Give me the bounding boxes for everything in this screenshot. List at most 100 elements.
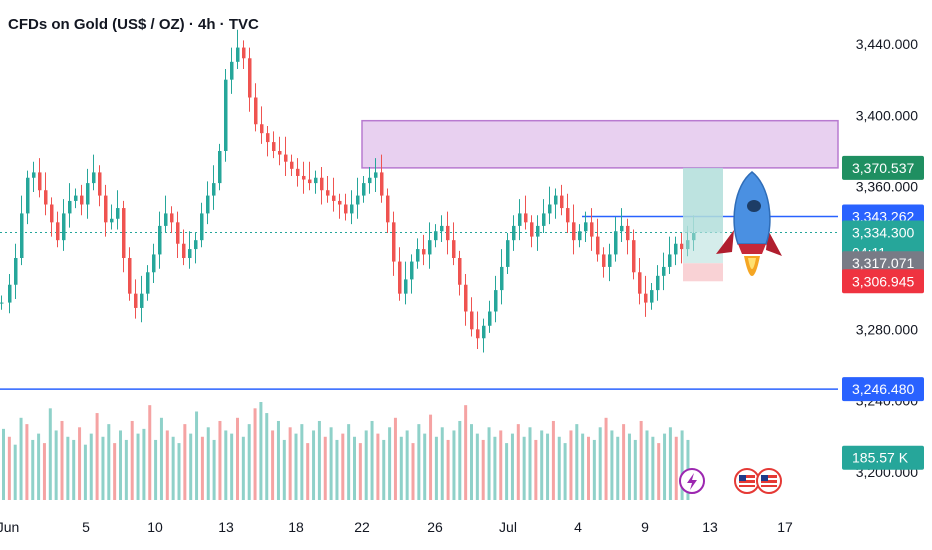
volume-bar: [639, 420, 643, 500]
volume-bar: [312, 430, 316, 500]
candle-body: [566, 208, 570, 223]
candle-body: [482, 325, 486, 339]
candle-body: [290, 161, 294, 169]
candle-body: [110, 218, 114, 223]
candle-body: [14, 258, 18, 285]
volume-bar: [680, 430, 684, 500]
candle-body: [656, 275, 660, 291]
candle-body: [476, 329, 480, 339]
volume-bar: [236, 417, 239, 500]
volume-bar: [224, 430, 228, 500]
candle-body: [518, 213, 522, 226]
volume-bar: [411, 443, 415, 500]
candle-body: [338, 200, 342, 205]
resistance-zone: [361, 119, 839, 169]
candle-body: [668, 254, 672, 267]
candle-body: [170, 213, 174, 223]
candle-body: [524, 213, 528, 223]
volume-bar: [148, 405, 152, 500]
price-tag-label: 3,306.945: [852, 273, 914, 289]
candle-body: [236, 47, 240, 62]
candle-body: [590, 222, 594, 237]
volume-bar: [405, 430, 409, 500]
us-flag-icon[interactable]: [756, 468, 782, 494]
candle-body: [272, 142, 276, 151]
volume-bar: [446, 439, 450, 500]
candle-body: [284, 154, 288, 162]
candle-body: [452, 240, 456, 258]
volume-bar: [159, 417, 163, 500]
candle-body: [278, 151, 282, 155]
price-tag-label: 3,317.071: [852, 255, 914, 271]
candle-body: [116, 208, 120, 219]
volume-bar: [335, 439, 339, 500]
candle-body: [458, 258, 462, 285]
candle-body: [308, 179, 312, 184]
candle-body: [428, 240, 432, 255]
volume-bar: [78, 427, 82, 500]
lightning-icon[interactable]: [679, 468, 705, 494]
y-tick-label: 3,360.000: [856, 179, 918, 195]
candle-body: [638, 272, 642, 294]
volume-bar: [154, 439, 158, 500]
resistance-zone-rect: [361, 119, 839, 169]
candle-body: [332, 195, 336, 201]
y-tick-label: 3,440.000: [856, 36, 918, 52]
candle-body: [326, 190, 330, 196]
candle-body: [248, 58, 252, 98]
volume-bar: [95, 413, 99, 500]
volume-bar: [487, 427, 491, 500]
candle-body: [614, 231, 618, 255]
volume-bar: [575, 424, 579, 500]
candle-body: [182, 243, 186, 258]
time-axis[interactable]: Jun 5 10 13 18 22 26 Jul 4 9 13 17: [0, 519, 793, 535]
candle-body: [0, 302, 4, 304]
volume-bar: [25, 424, 29, 500]
x-tick-label: 13: [702, 519, 718, 535]
volume-bar: [306, 443, 310, 500]
candle-body: [98, 172, 102, 196]
us-flag-icon[interactable]: [734, 468, 760, 494]
volume-bar: [212, 439, 216, 500]
candle-body: [224, 79, 228, 151]
candle-body: [644, 293, 648, 303]
volume-bar: [276, 420, 280, 500]
volume-bar: [13, 444, 17, 500]
candle-body: [578, 231, 582, 241]
x-tick-label: 9: [641, 519, 649, 535]
volume-bar: [317, 420, 321, 500]
volume-bar: [534, 439, 538, 500]
candle-body: [8, 284, 12, 303]
candle-body: [56, 222, 60, 241]
candle-body: [158, 225, 162, 255]
volume-bar: [177, 443, 181, 500]
price-tag-label: 3,246.480: [852, 381, 914, 397]
price-tag: 3,246.480: [842, 377, 924, 402]
candle-body: [488, 311, 492, 326]
x-tick-label: Jul: [499, 519, 517, 535]
volume-bar: [499, 430, 503, 500]
candle-body: [320, 177, 324, 191]
candle-body: [218, 151, 222, 184]
volume-bar: [329, 427, 333, 500]
volume-bar: [195, 411, 199, 500]
candle-body: [398, 261, 402, 294]
volume-bar: [253, 408, 257, 500]
y-tick-label: 3,280.000: [856, 321, 918, 337]
candle-body: [602, 254, 606, 267]
volume-bar: [633, 439, 637, 500]
volume-bar: [271, 430, 275, 500]
candle-body: [350, 204, 354, 214]
candle-body: [80, 195, 84, 205]
volume-bar: [230, 433, 234, 500]
candle-body: [194, 240, 198, 250]
candle-body: [494, 290, 498, 312]
candle-body: [176, 222, 180, 244]
candle-body: [212, 183, 216, 196]
candle-body: [104, 195, 108, 223]
volume-bar: [2, 428, 5, 500]
x-tick-label: Jun: [0, 519, 19, 535]
volume-bar: [124, 439, 128, 500]
profit-zone: [683, 167, 723, 264]
